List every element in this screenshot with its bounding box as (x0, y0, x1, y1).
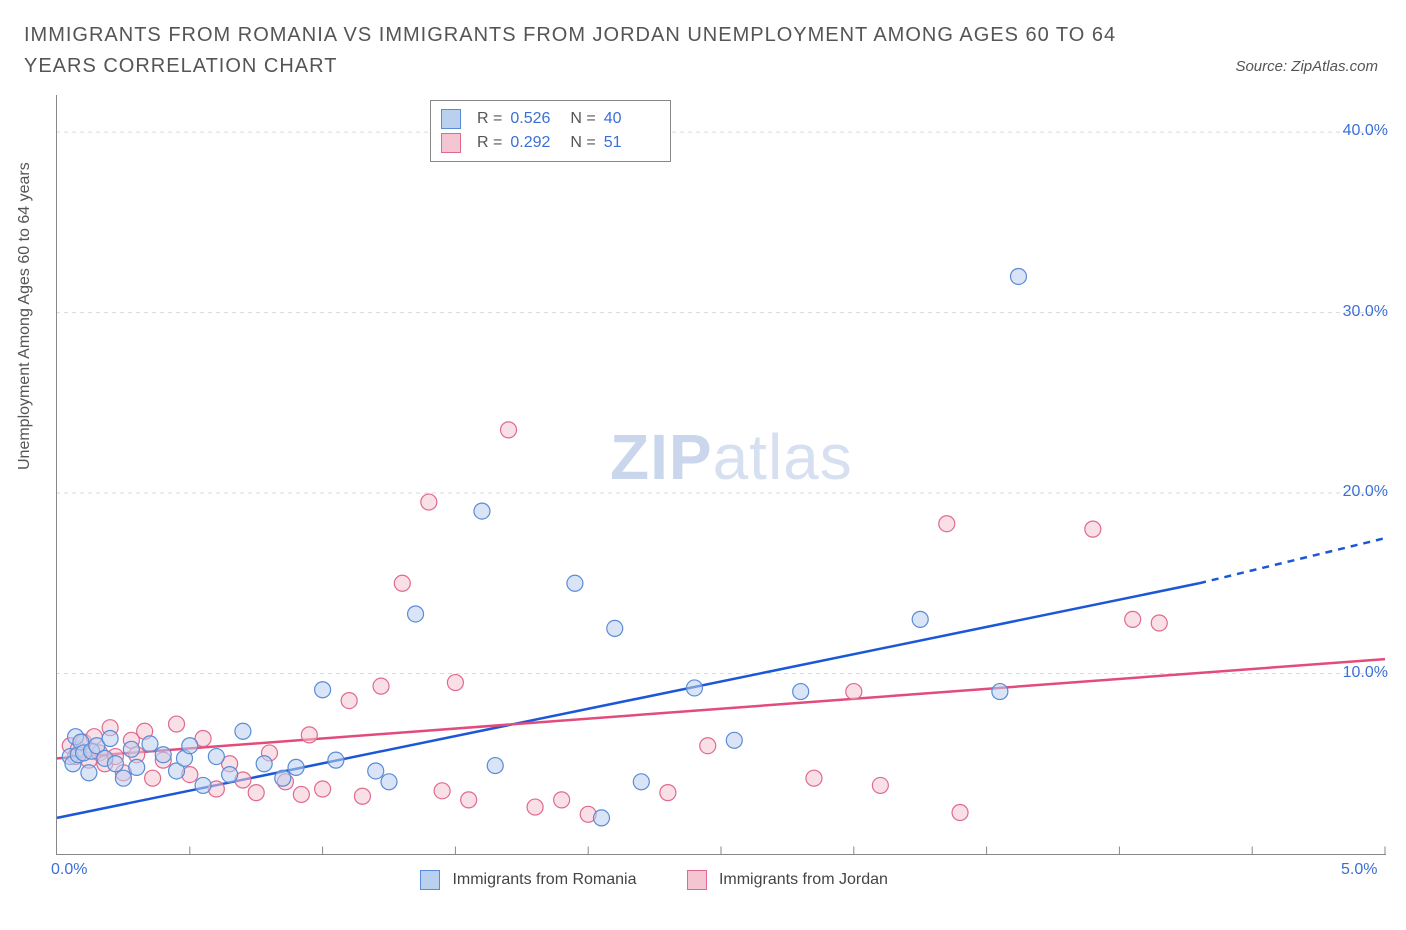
source-label: Source: ZipAtlas.com (1235, 58, 1378, 75)
r-label: R = (477, 131, 502, 155)
legend-item-romania: Immigrants from Romania (420, 870, 637, 890)
swatch-romania (420, 870, 440, 890)
x-tick-label: 5.0% (1341, 861, 1377, 879)
y-tick-label: 10.0% (1343, 664, 1388, 682)
scatter-plot-svg (56, 95, 1386, 855)
stats-row-jordan: R = 0.292 N = 51 (441, 131, 656, 155)
plot-area: 10.0%20.0%30.0%40.0%0.0%5.0% (56, 95, 1386, 855)
swatch-jordan (441, 133, 461, 153)
y-axis-label: Unemployment Among Ages 60 to 64 years (16, 162, 34, 470)
x-tick-label: 0.0% (51, 861, 87, 879)
legend-label-jordan: Immigrants from Jordan (719, 871, 888, 888)
r-label: R = (477, 107, 502, 131)
swatch-jordan (687, 870, 707, 890)
y-tick-label: 20.0% (1343, 483, 1388, 501)
n-value-romania: 40 (604, 107, 656, 131)
series-legend: Immigrants from Romania Immigrants from … (420, 870, 888, 890)
y-tick-label: 30.0% (1343, 303, 1388, 321)
swatch-romania (441, 109, 461, 129)
stats-legend: R = 0.526 N = 40 R = 0.292 N = 51 (430, 100, 671, 162)
legend-item-jordan: Immigrants from Jordan (687, 870, 888, 890)
n-value-jordan: 51 (604, 131, 656, 155)
stats-row-romania: R = 0.526 N = 40 (441, 107, 656, 131)
chart-container: IMMIGRANTS FROM ROMANIA VS IMMIGRANTS FR… (0, 0, 1406, 930)
legend-label-romania: Immigrants from Romania (452, 871, 636, 888)
chart-title: IMMIGRANTS FROM ROMANIA VS IMMIGRANTS FR… (24, 20, 1144, 82)
y-tick-label: 40.0% (1343, 122, 1388, 140)
n-label: N = (570, 131, 595, 155)
n-label: N = (570, 107, 595, 131)
r-value-jordan: 0.292 (510, 131, 562, 155)
r-value-romania: 0.526 (510, 107, 562, 131)
